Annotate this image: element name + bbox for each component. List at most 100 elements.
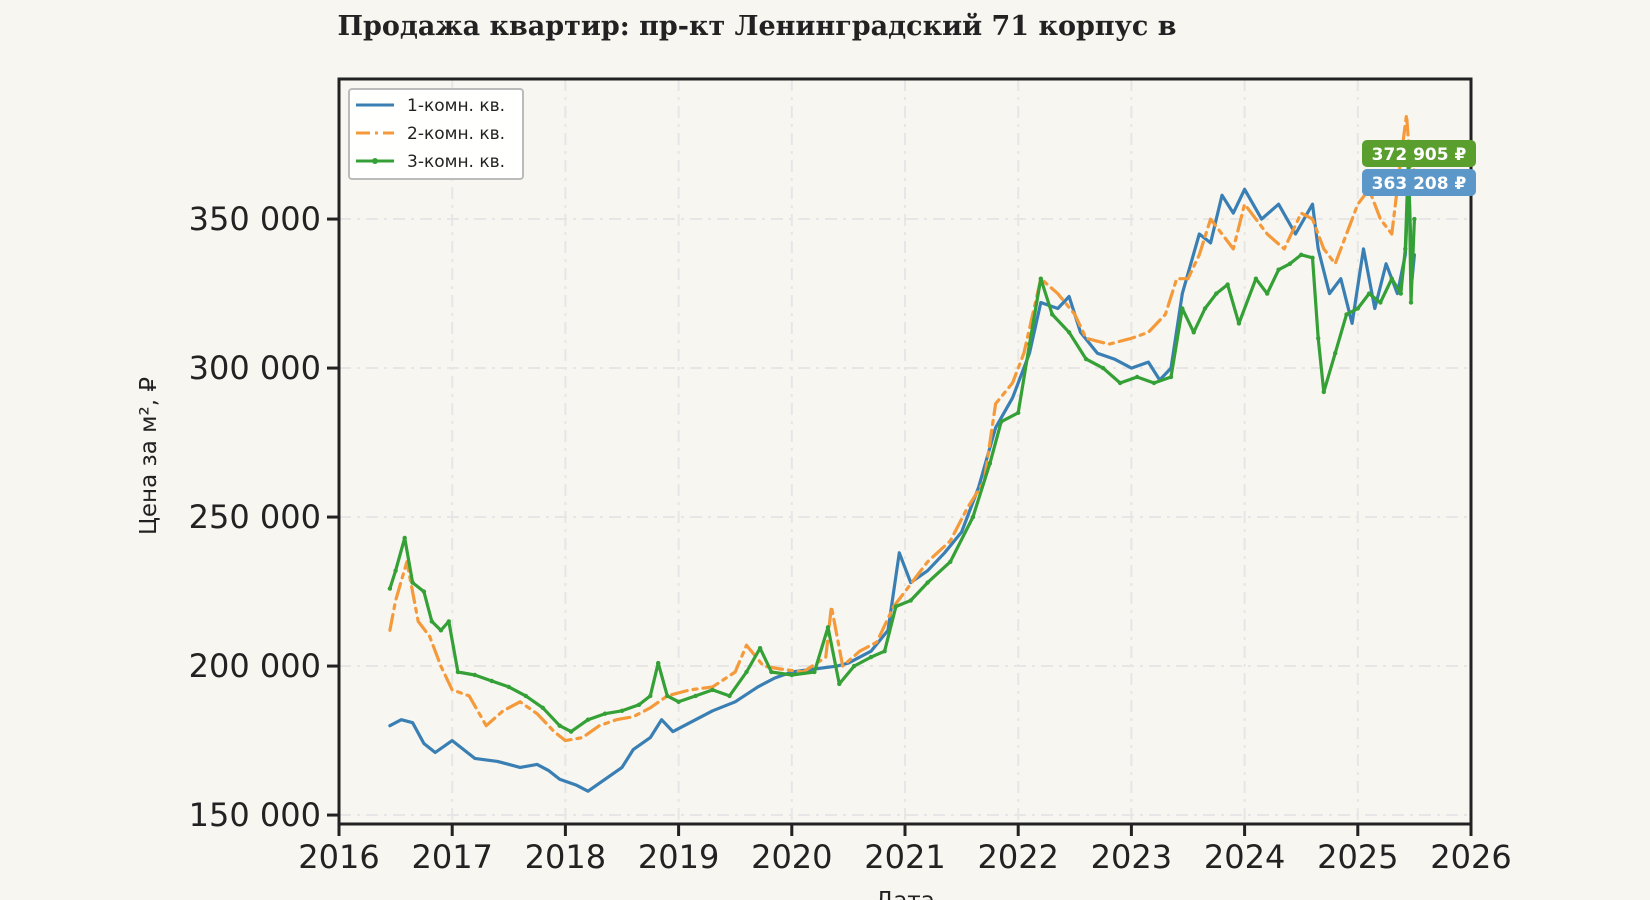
series-point-3k xyxy=(757,646,763,651)
series-point-3k xyxy=(1378,300,1383,305)
x-tick-label: 2020 xyxy=(751,838,832,876)
x-tick-label: 2022 xyxy=(977,838,1058,876)
series-point-3k xyxy=(1403,246,1408,252)
series-point-3k xyxy=(421,589,427,594)
series-point-3k xyxy=(744,669,749,675)
series-point-3k xyxy=(472,672,477,678)
series-point-3k xyxy=(1016,410,1021,415)
series-point-3k xyxy=(1214,291,1219,296)
series-point-3k xyxy=(393,568,398,573)
series-point-3k xyxy=(585,717,591,722)
badge-1k-value: 363 208 ₽ xyxy=(1372,174,1467,194)
series-point-3k xyxy=(727,693,732,699)
series-point-3k xyxy=(1310,255,1315,260)
series-point-3k xyxy=(1038,276,1044,281)
series-point-3k xyxy=(1066,330,1072,335)
series-point-3k xyxy=(1027,342,1032,347)
series-point-3k xyxy=(540,705,545,710)
y-tick-label: 300 000 xyxy=(189,349,321,387)
series-point-3k xyxy=(987,461,993,466)
series-point-3k xyxy=(1355,306,1361,311)
series-line-3k xyxy=(388,149,1417,734)
series-point-3k xyxy=(970,514,976,520)
series-point-3k xyxy=(602,711,608,716)
chart-title: Продажа квартир: пр-кт Ленинградский 71 … xyxy=(337,11,1176,42)
grid xyxy=(338,79,1472,824)
series-point-3k xyxy=(523,693,528,699)
series-point-3k xyxy=(882,649,887,654)
y-axis: 150 000 200 000 250 000 300 000 350 000 xyxy=(189,200,339,834)
series-point-3k xyxy=(1083,356,1089,362)
series-point-3k xyxy=(1265,291,1270,296)
series-point-3k xyxy=(429,619,434,624)
y-tick-label: 150 000 xyxy=(189,796,321,834)
x-tick-label: 2024 xyxy=(1204,838,1285,876)
series-point-3k xyxy=(693,693,698,699)
series-point-3k xyxy=(676,699,681,704)
y-tick-label: 350 000 xyxy=(189,200,321,238)
x-tick-label: 2025 xyxy=(1317,838,1398,876)
series-point-3k xyxy=(1389,276,1395,281)
y-tick-label: 250 000 xyxy=(189,498,321,536)
series-point-3k xyxy=(438,628,444,633)
series-point-3k xyxy=(455,669,461,675)
series-point-3k xyxy=(948,559,953,564)
series-point-3k xyxy=(506,684,511,690)
x-tick-label: 2018 xyxy=(525,838,606,876)
series-point-3k xyxy=(568,729,574,734)
legend-label-2k: 2-комн. кв. xyxy=(407,124,505,144)
series-point-3k xyxy=(1333,351,1338,356)
last-value-badges: 372 905 ₽ 363 208 ₽ xyxy=(1362,140,1476,196)
y-tick-label: 200 000 xyxy=(189,647,321,685)
series-point-3k xyxy=(1225,282,1230,287)
x-tick-label: 2016 xyxy=(298,838,379,876)
series-point-3k xyxy=(446,619,451,624)
badge-3k-bg xyxy=(1362,140,1476,167)
legend-label-1k: 1-комн. кв. xyxy=(407,96,505,116)
series-line-2k xyxy=(388,113,1417,743)
series-point-3k xyxy=(825,625,831,630)
legend-box xyxy=(348,88,524,180)
y-axis-label: Цена за м², ₽ xyxy=(136,377,162,535)
series-point-3k xyxy=(656,660,661,666)
x-tick-label: 2023 xyxy=(1091,838,1172,876)
series-point-3k xyxy=(812,669,817,675)
series-point-3k xyxy=(789,672,794,678)
series-point-3k xyxy=(710,687,715,693)
series-point-3k xyxy=(1180,306,1185,311)
series-point-3k xyxy=(1202,306,1208,311)
series-layer xyxy=(387,113,1417,793)
series-point-3k xyxy=(1321,389,1327,395)
x-axis: 2016 2017 2018 2019 2020 2021 2022 2023 2024 2025… xyxy=(298,824,1512,876)
legend-marker-3k xyxy=(372,158,378,164)
series-point-3k xyxy=(1134,374,1140,380)
x-tick-label: 2021 xyxy=(864,838,945,876)
badge-3k-value: 372 905 ₽ xyxy=(1372,145,1467,165)
series-point-3k xyxy=(1168,374,1174,380)
series-point-3k xyxy=(1236,321,1242,326)
series-point-3k xyxy=(410,580,415,585)
series-point-3k xyxy=(925,580,930,585)
series-point-3k xyxy=(636,702,642,707)
series-point-3k xyxy=(893,604,899,609)
series-point-3k xyxy=(1117,380,1123,386)
series-point-3k xyxy=(489,678,494,684)
series-point-3k xyxy=(1344,312,1349,317)
series-point-3k xyxy=(1253,276,1259,281)
x-axis-label: Дата xyxy=(875,888,935,900)
series-point-3k xyxy=(648,693,653,699)
series-point-3k xyxy=(769,669,774,675)
legend: 1-комн. кв. 2-комн. кв. 3-комн. кв. xyxy=(348,88,524,180)
badge-1k-bg xyxy=(1362,169,1476,196)
series-point-3k xyxy=(1151,380,1157,386)
series-line-1k xyxy=(388,178,1417,793)
series-point-3k xyxy=(1287,261,1293,266)
series-point-3k xyxy=(387,586,393,591)
series-point-3k xyxy=(837,681,842,687)
series-point-3k xyxy=(1100,365,1106,371)
series-point-3k xyxy=(619,708,625,713)
series-point-3k xyxy=(1408,300,1414,305)
legend-label-3k: 3-комн. кв. xyxy=(407,152,505,172)
series-point-3k xyxy=(665,693,670,699)
